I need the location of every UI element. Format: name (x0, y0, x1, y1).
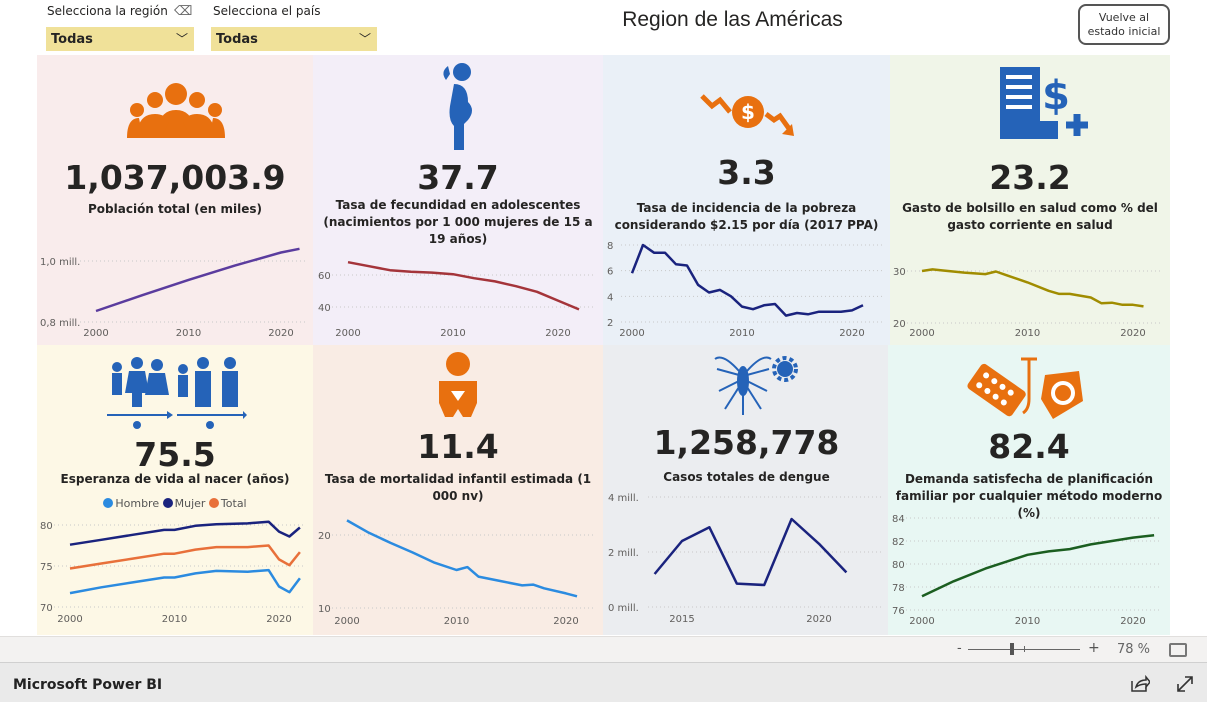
zoom-in-button[interactable]: + (1088, 640, 1100, 656)
reset-button[interactable]: Vuelve al estado inicial (1078, 4, 1170, 45)
zoom-out-button[interactable]: - (957, 641, 962, 656)
legend-label: Total (220, 497, 247, 510)
country-dropdown[interactable]: Todas ﹀ (211, 27, 377, 51)
region-value: Todas (51, 32, 93, 47)
region-dropdown[interactable]: Todas ﹀ (46, 27, 194, 51)
fullscreen-icon[interactable] (1176, 675, 1194, 693)
kpi-value: 23.2 (989, 158, 1071, 197)
tile-esperanza: 75.5 Esperanza de vida al nacer (años) (37, 345, 313, 635)
legend-item-mujer[interactable]: Mujer (162, 497, 206, 510)
tile-planificacion: 82.4 Demanda satisfecha de planificación… (888, 345, 1170, 635)
tile-pobreza: $ 3.3 Tasa de incidencia de la pobreza c… (603, 55, 890, 345)
contraceptives-icon (967, 357, 1083, 419)
kpi-value: 1,037,003.9 (64, 158, 286, 197)
kpi-value: 11.4 (417, 427, 499, 466)
zoom-default-tick (1024, 646, 1025, 652)
kpi-label: Demanda satisfecha de planificación fami… (895, 472, 1163, 520)
kpi-value: 3.3 (717, 153, 776, 192)
svg-text:$: $ (1042, 73, 1070, 119)
kpi-value: 1,258,778 (653, 423, 840, 462)
country-filter-label: Selecciona el país (213, 4, 321, 18)
legend-dot (162, 498, 173, 508)
brand-label: Microsoft Power BI (13, 677, 163, 693)
eraser-icon[interactable]: ⌫ (174, 4, 193, 19)
svg-text:$: $ (741, 100, 755, 124)
tile-mortalidad: 11.4 Tasa de mortalidad infantil estimad… (313, 345, 603, 635)
chevron-down-icon: ﹀ (175, 32, 188, 46)
kpi-label: Esperanza de vida al nacer (años) (60, 472, 290, 486)
page-title: Region de las Américas (622, 8, 843, 31)
kpi-label: Tasa de incidencia de la pobreza conside… (614, 201, 879, 232)
zoom-slider-thumb[interactable] (1010, 643, 1014, 655)
tile-dengue: 1,258,778 Casos totales de dengue (603, 345, 890, 635)
kpi-value: 37.7 (417, 158, 499, 197)
money-down-icon: $ (700, 94, 794, 136)
legend-label: Hombre (115, 497, 160, 510)
share-icon[interactable] (1130, 675, 1150, 693)
kpi-label: Tasa de mortalidad infantil estimada (1 … (324, 472, 592, 503)
mosquito-icon (714, 356, 798, 415)
legend-label: Mujer (174, 497, 206, 510)
baby-icon (439, 352, 477, 417)
chart-legend: Hombre Mujer Total (37, 497, 313, 510)
pregnant-woman-icon (443, 63, 472, 150)
legend-dot (103, 498, 114, 508)
chevron-down-icon: ﹀ (358, 32, 371, 46)
zoom-bar: - + 78 % (0, 636, 1207, 662)
country-value: Todas (216, 32, 258, 47)
kpi-value: 75.5 (134, 435, 216, 474)
health-bill-icon: $ (1000, 67, 1088, 139)
legend-item-total[interactable]: Total (208, 497, 247, 510)
footer: Microsoft Power BI (0, 662, 1207, 702)
people-group-icon (127, 83, 225, 138)
zoom-level: 78 % (1117, 642, 1151, 657)
legend-dot (208, 498, 219, 508)
kpi-label: Población total (en miles) (88, 202, 262, 216)
legend-item-hombre[interactable]: Hombre (103, 497, 159, 510)
kpi-label: Gasto de bolsillo en salud como % del ga… (902, 201, 1158, 232)
tile-gasto: $ 23.2 Gasto de bolsillo en salud como %… (890, 55, 1170, 345)
kpi-value: 82.4 (988, 427, 1070, 466)
kpi-label: Casos totales de dengue (663, 470, 830, 484)
tile-poblacion: 1,037,003.9 Población total (en miles) (37, 55, 313, 345)
life-stages-icon (107, 357, 247, 429)
region-filter-label: Selecciona la región (47, 4, 168, 18)
tile-fecundidad: 37.7 Tasa de fecundidad en adolescentes … (313, 55, 603, 345)
fit-page-icon[interactable] (1169, 643, 1187, 657)
kpi-label: Tasa de fecundidad en adolescentes (naci… (323, 198, 593, 246)
